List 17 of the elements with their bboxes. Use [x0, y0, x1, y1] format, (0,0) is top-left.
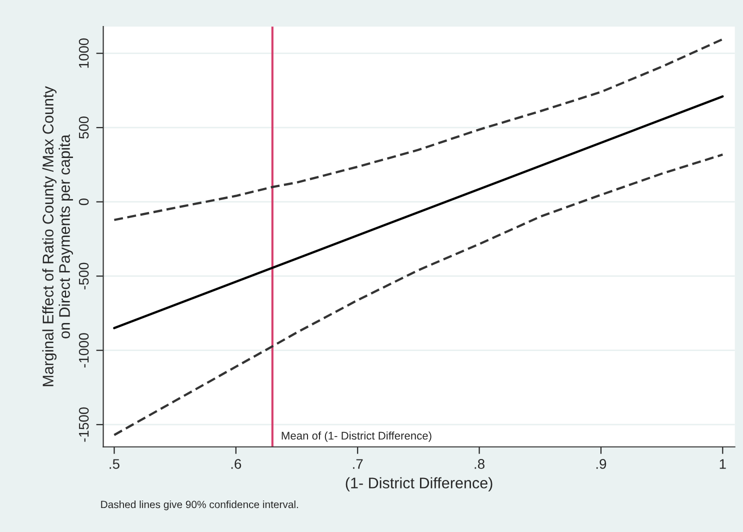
text: Dashed lines give 90% confidence interval.	[101, 500, 298, 510]
y-tick-label: -1000	[78, 333, 89, 368]
y-tick-label: 500	[78, 116, 89, 139]
line-series	[113, 38, 724, 222]
x-axis-title: (1- District Difference)	[346, 477, 492, 492]
y-tick-label: 1000	[78, 38, 89, 68]
x-tick-label: .6	[231, 459, 242, 469]
y-tick-label: -500	[78, 262, 89, 290]
x-tick-label: .5	[110, 459, 120, 469]
x-tick-label: 1	[720, 459, 726, 469]
y-axis-title: Marginal Effect of Ratio County /Max County on Direct Payments per capita	[42, 86, 73, 386]
ref-line-label: Mean of (1- District Difference)	[282, 431, 432, 442]
y-tick-label: -1500	[78, 407, 89, 442]
x-tick-label: .8	[474, 459, 484, 469]
y-tick-label: 0	[78, 198, 89, 206]
x-tick-label: .7	[353, 459, 363, 469]
x-tick-label: .9	[596, 459, 606, 469]
